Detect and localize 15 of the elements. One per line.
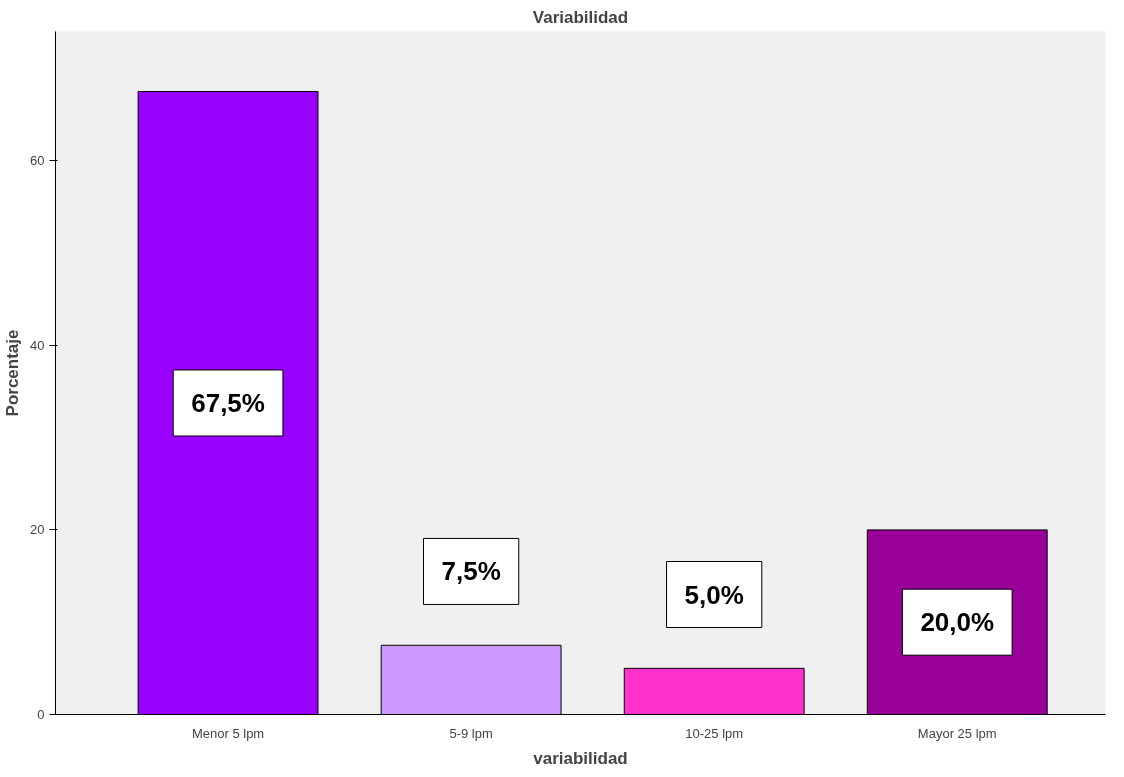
x-tick-label: 10-25 lpm bbox=[685, 725, 744, 741]
x-tick-label: Mayor 25 lpm bbox=[917, 725, 997, 741]
y-tick-label: 0 bbox=[37, 707, 45, 722]
y-tick-label: 40 bbox=[30, 337, 45, 353]
x-tick-label: 5-9 lpm bbox=[449, 725, 493, 741]
x-axis-title: variabilidad bbox=[533, 748, 628, 768]
x-tick-label: Menor 5 lpm bbox=[191, 725, 265, 741]
y-tick-label: 20 bbox=[30, 522, 45, 538]
chart-title: Variabilidad bbox=[532, 7, 629, 27]
data-label: 20,0% bbox=[920, 607, 995, 638]
data-label: 5,0% bbox=[684, 579, 744, 610]
data-label: 67,5% bbox=[191, 388, 265, 418]
y-axis-title: Porcentaje bbox=[3, 329, 23, 417]
data-label: 7,5% bbox=[441, 556, 501, 587]
y-tick-label: 60 bbox=[30, 153, 45, 169]
